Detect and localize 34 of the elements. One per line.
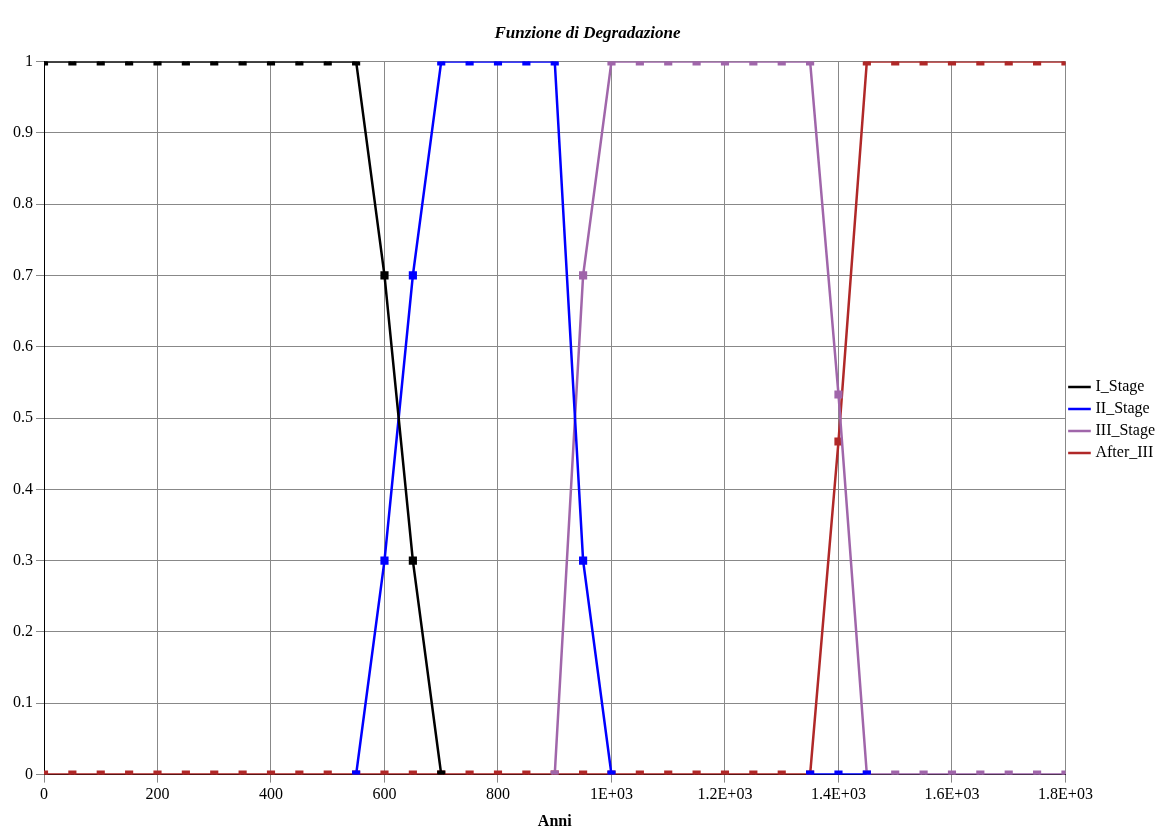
y-tick-label: 0 [25,764,33,782]
y-tick-label: 0.7 [13,265,33,283]
y-tick-label: 0.5 [13,408,33,426]
x-tick-label: 200 [145,785,170,803]
x-tick-label: 400 [258,785,283,803]
chart-title: Funzione di Degradazione [493,22,681,42]
point [579,271,588,280]
legend-label: I_Stage [1095,377,1145,396]
x-tick-label: 1.2E+03 [697,785,753,803]
legend-label: After_III [1095,443,1154,461]
x-tick-label: 1.8E+03 [1038,785,1093,803]
x-tick-label: 0 [40,785,48,803]
x-tick-label: 800 [485,785,510,803]
y-tick-label: 0.6 [13,336,33,354]
point [408,556,417,565]
x-tick-label: 600 [372,785,397,803]
y-tick-label: 0.1 [13,693,33,711]
x-axis-title: Anni [537,811,573,829]
point [579,556,588,565]
y-tick-label: 0.8 [13,194,33,212]
x-tick-label: 1E+03 [590,785,633,803]
point [380,271,389,280]
y-tick-label: 0.3 [13,550,33,568]
x-tick-label: 1.4E+03 [811,785,866,803]
legend-label: III_Stage [1095,421,1155,440]
y-tick-label: 0.4 [13,479,33,497]
legend-label: II_Stage [1095,399,1150,418]
point [380,556,389,565]
y-tick-label: 0.2 [13,622,33,640]
x-tick-label: 1.6E+03 [924,785,980,803]
y-tick-label: 0.9 [13,122,33,140]
point [408,271,417,280]
point [834,390,843,399]
y-tick-label: 1 [25,51,33,69]
